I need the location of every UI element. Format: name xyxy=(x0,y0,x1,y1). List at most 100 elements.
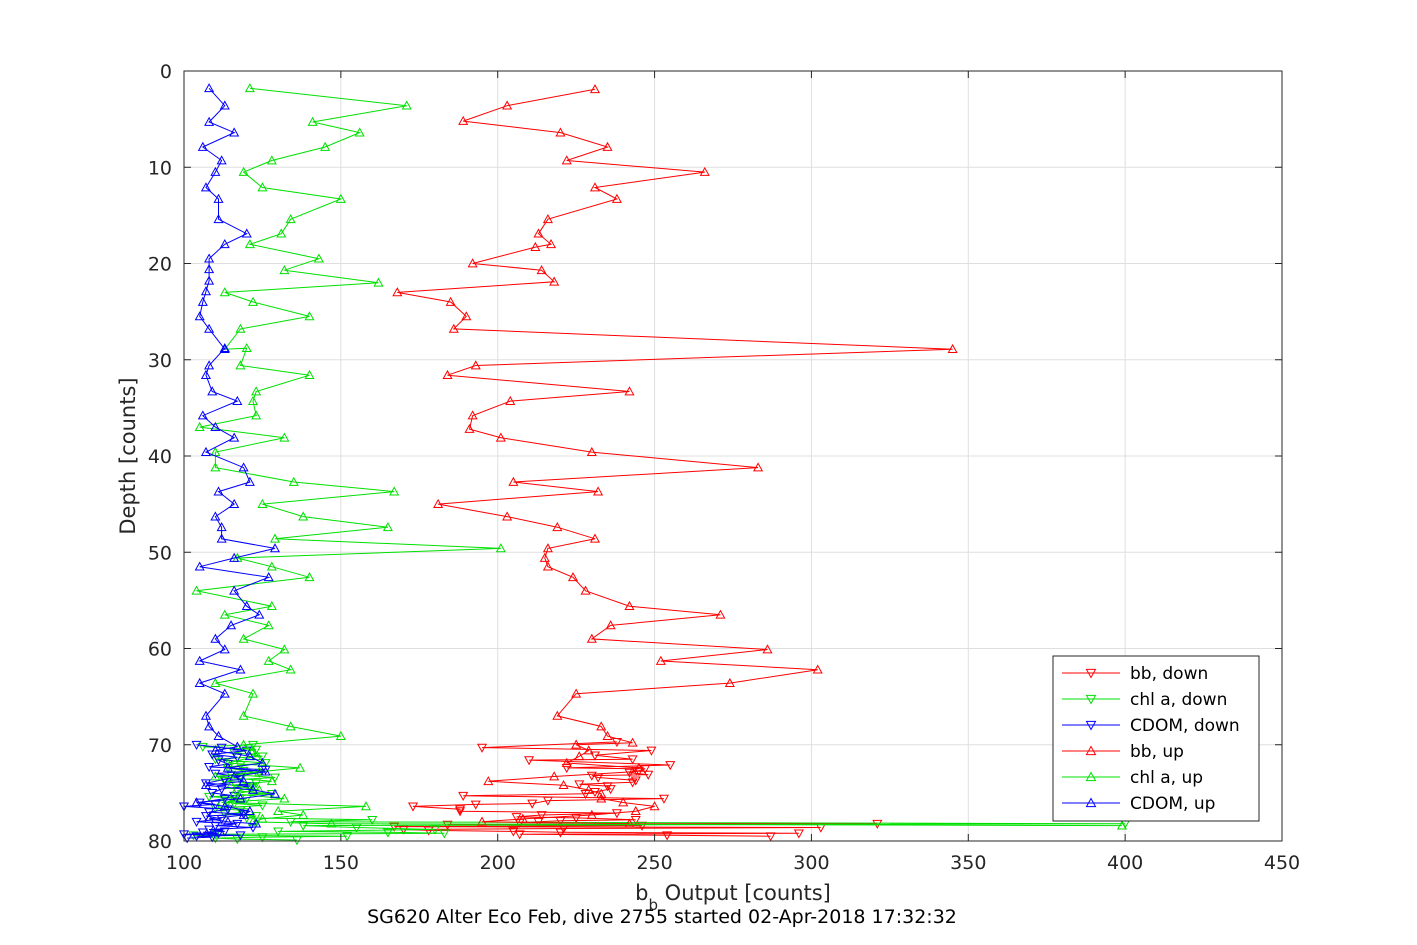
data-point-marker xyxy=(542,561,553,571)
data-point-marker xyxy=(235,323,246,333)
y-tick-label: 50 xyxy=(148,542,172,564)
data-point-marker xyxy=(213,756,224,766)
data-point-marker xyxy=(257,833,268,843)
data-point-marker xyxy=(605,620,616,630)
data-point-marker xyxy=(210,511,221,521)
data-point-marker xyxy=(210,166,221,176)
data-point-marker xyxy=(549,276,560,286)
data-point-marker xyxy=(389,822,400,832)
legend-marker xyxy=(1085,720,1097,731)
data-point-marker xyxy=(197,410,208,420)
data-point-marker xyxy=(288,476,299,486)
x-tick-label: 300 xyxy=(793,852,829,874)
data-point-marker xyxy=(200,182,212,192)
data-point-marker xyxy=(229,127,240,137)
data-point-marker xyxy=(555,127,566,137)
data-point-marker xyxy=(191,817,202,827)
data-point-marker xyxy=(571,688,582,698)
data-point-marker xyxy=(602,141,613,151)
legend-marker xyxy=(1085,668,1097,679)
data-point-marker xyxy=(812,664,823,674)
x-tick-label: 100 xyxy=(166,852,202,874)
series-line xyxy=(196,87,276,825)
data-point-marker xyxy=(194,421,205,431)
data-point-marker xyxy=(241,342,252,353)
data-point-marker xyxy=(210,769,221,779)
data-point-marker xyxy=(219,775,230,785)
data-point-marker xyxy=(247,745,259,755)
data-point-marker xyxy=(235,793,246,803)
x-tick-label: 250 xyxy=(636,852,672,874)
ticks: 100 150 200 250 300 350 400 450 0 10 20 30 40 50 60 70 8… xyxy=(148,61,1300,874)
data-point-marker xyxy=(251,410,262,420)
data-point-marker xyxy=(596,793,607,803)
data-point-marker xyxy=(216,743,227,753)
data-point-marker xyxy=(574,751,585,761)
data-point-marker xyxy=(279,644,290,654)
data-point-marker xyxy=(254,784,265,794)
data-point-marker xyxy=(291,836,302,846)
data-point-marker xyxy=(545,239,557,249)
data-point-marker xyxy=(542,543,553,553)
data-point-marker xyxy=(219,801,230,811)
data-point-marker xyxy=(640,764,651,775)
data-point-marker xyxy=(222,760,233,770)
data-point-marker xyxy=(574,780,585,790)
data-point-marker xyxy=(210,771,221,781)
data-point-marker xyxy=(219,827,230,837)
x-tick-label: 450 xyxy=(1264,852,1300,874)
data-point-marker xyxy=(542,796,553,806)
data-point-marker xyxy=(407,802,419,812)
data-point-marker xyxy=(665,761,676,771)
data-point-marker xyxy=(753,462,764,472)
chart-footer: SG620 Alter Eco Feb, dive 2755 started 0… xyxy=(367,906,957,928)
data-point-marker xyxy=(947,343,958,354)
data-point-marker xyxy=(210,633,221,643)
data-point-marker xyxy=(238,809,249,819)
data-point-marker xyxy=(624,818,635,828)
data-point-marker xyxy=(627,778,638,788)
data-point-marker xyxy=(285,721,296,731)
data-point-marker xyxy=(429,825,441,835)
data-point-marker xyxy=(467,410,478,420)
data-point-marker xyxy=(251,812,262,822)
data-point-marker xyxy=(238,776,249,786)
data-point-marker xyxy=(649,801,660,811)
data-point-marker xyxy=(470,360,481,370)
data-point-marker xyxy=(200,286,212,296)
data-point-marker xyxy=(263,572,274,582)
data-point-marker xyxy=(235,664,246,674)
data-point-marker xyxy=(765,832,776,842)
data-point-marker xyxy=(662,831,673,841)
legend-label: chl a, down xyxy=(1130,690,1227,710)
series-group xyxy=(178,83,1131,846)
data-point-marker xyxy=(204,792,215,802)
data-point-marker xyxy=(586,633,597,643)
data-point-marker xyxy=(561,757,572,767)
legend-marker xyxy=(1085,797,1097,808)
data-point-marker xyxy=(367,815,378,826)
data-point-marker xyxy=(222,757,233,767)
data-point-marker xyxy=(304,572,315,582)
data-point-marker xyxy=(439,829,450,839)
data-point-marker xyxy=(210,421,221,431)
x-tick-label: 150 xyxy=(323,852,359,874)
data-point-marker xyxy=(589,182,601,192)
data-point-marker xyxy=(232,819,243,829)
data-point-marker xyxy=(229,585,240,595)
data-point-marker xyxy=(724,677,735,688)
data-point-marker xyxy=(257,801,268,811)
data-point-marker xyxy=(467,258,478,268)
data-point-marker xyxy=(655,655,666,665)
data-point-marker xyxy=(549,771,560,781)
data-point-marker xyxy=(304,369,315,380)
x-tick-label: 350 xyxy=(950,852,986,874)
data-point-marker xyxy=(213,213,224,224)
data-point-marker xyxy=(194,655,205,665)
data-point-marker xyxy=(207,833,218,843)
y-tick-label: 60 xyxy=(148,639,172,661)
y-tick-label: 20 xyxy=(148,254,172,276)
data-point-marker xyxy=(257,182,268,192)
legend-marker xyxy=(1085,745,1097,756)
